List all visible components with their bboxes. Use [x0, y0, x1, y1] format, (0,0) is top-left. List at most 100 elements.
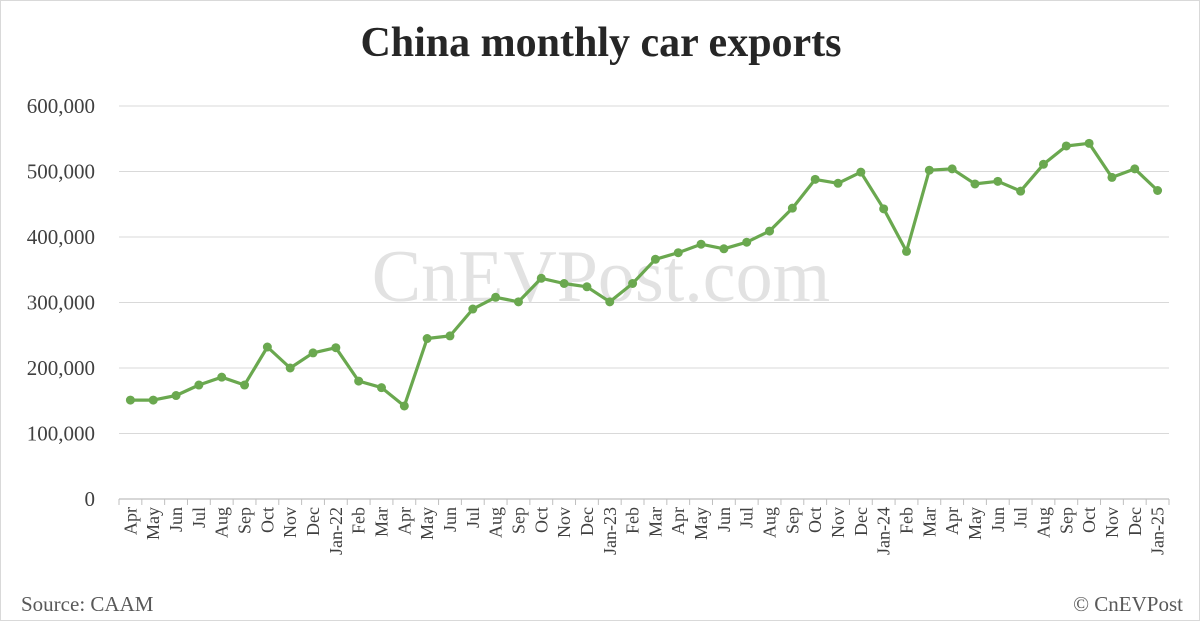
data-point	[1038, 159, 1048, 169]
data-point	[719, 244, 729, 254]
x-tick-label: Jul	[1011, 507, 1031, 528]
data-point	[240, 380, 250, 390]
x-tick-label: Nov	[554, 507, 574, 538]
data-point	[673, 248, 683, 258]
data-point	[468, 304, 478, 314]
data-point	[650, 254, 660, 264]
data-point	[445, 331, 455, 341]
data-point	[217, 372, 227, 382]
watermark-text: CnEVPost.com	[372, 236, 830, 318]
data-point	[970, 179, 980, 189]
x-tick-label: Oct	[531, 507, 551, 533]
x-tick-label: Apr	[394, 507, 414, 535]
source-note: Source: CAAM	[21, 592, 154, 616]
data-point	[902, 246, 911, 256]
data-point	[377, 383, 386, 393]
x-tick-label: Jan-23	[600, 507, 620, 555]
x-tick-label: Feb	[623, 507, 643, 534]
data-point	[879, 204, 889, 214]
x-tick-label: Jul	[189, 507, 209, 528]
chart-title: China monthly car exports	[360, 20, 841, 66]
x-tick-label: Apr	[120, 507, 140, 535]
x-tick-label: Jun	[988, 507, 1008, 532]
data-point	[354, 376, 364, 386]
x-tick-label: May	[143, 507, 163, 540]
x-tick-label: Jan-22	[326, 507, 346, 555]
x-tick-label: Sep	[1056, 507, 1076, 534]
x-axis-ticks: Apr May Jun Jul Aug Sep Oct Nov Dec Jan-22 Feb Mar A…	[118, 499, 1170, 555]
x-tick-label: Jan-24	[874, 507, 894, 555]
data-point	[1016, 186, 1026, 196]
data-point	[628, 279, 638, 289]
data-point	[262, 342, 272, 352]
data-point	[536, 273, 546, 283]
copyright-note: © CnEVPost	[1073, 592, 1183, 616]
x-tick-label: Oct	[1079, 507, 1099, 533]
data-point	[765, 226, 775, 236]
x-tick-label: Aug	[760, 507, 780, 538]
y-tick-label: 300,000	[27, 291, 95, 315]
x-tick-label: Aug	[1033, 507, 1053, 538]
data-point	[696, 239, 706, 249]
y-tick-label: 200,000	[27, 356, 95, 380]
x-tick-label: Sep	[235, 507, 255, 534]
x-tick-label: Mar	[372, 507, 392, 537]
x-tick-label: Jun	[166, 507, 186, 532]
data-point	[1061, 141, 1071, 151]
x-tick-label: Dec	[303, 507, 323, 536]
x-tick-label: Oct	[805, 507, 825, 533]
data-point	[422, 334, 432, 344]
x-tick-label: Feb	[897, 507, 917, 534]
x-tick-label: May	[417, 507, 437, 540]
x-tick-label: Feb	[349, 507, 369, 534]
x-tick-label: Dec	[577, 507, 597, 536]
x-tick-label: Apr	[668, 507, 688, 535]
data-point	[285, 363, 295, 373]
x-tick-label: May	[691, 507, 711, 540]
data-point	[1084, 138, 1094, 148]
x-tick-label: Oct	[257, 507, 277, 533]
x-tick-label: Mar	[919, 507, 939, 537]
data-point	[331, 343, 341, 353]
data-point	[833, 178, 843, 188]
data-point	[810, 174, 820, 184]
x-tick-label: Jul	[737, 507, 757, 528]
x-tick-label: Jul	[463, 507, 483, 528]
data-point	[308, 348, 318, 358]
x-tick-label: Dec	[851, 507, 871, 536]
data-point	[1107, 172, 1117, 182]
data-point	[491, 292, 501, 302]
y-tick-label: 500,000	[27, 160, 95, 184]
series-layer	[125, 138, 1163, 411]
series-line	[128, 141, 1160, 408]
x-tick-label: Nov	[280, 507, 300, 538]
y-tick-label: 600,000	[27, 94, 95, 118]
data-point	[993, 176, 1003, 186]
x-tick-label: Aug	[486, 507, 506, 538]
data-point	[1130, 164, 1140, 174]
x-tick-label: Apr	[942, 507, 962, 535]
x-tick-label: May	[965, 507, 985, 540]
x-tick-label: Jun	[440, 507, 460, 532]
x-tick-label: Mar	[645, 507, 665, 537]
data-point	[399, 401, 409, 411]
x-tick-label: Aug	[212, 507, 232, 538]
y-tick-label: 400,000	[27, 225, 95, 249]
data-point	[856, 167, 866, 177]
data-point	[194, 380, 204, 390]
data-point	[582, 282, 592, 292]
data-point	[171, 391, 181, 401]
x-tick-label: Sep	[508, 507, 528, 534]
data-point	[559, 279, 569, 289]
data-point	[148, 395, 158, 405]
x-tick-label: Dec	[1125, 507, 1145, 536]
y-tick-label: 0	[85, 487, 96, 511]
x-tick-label: Nov	[828, 507, 848, 538]
data-point	[947, 164, 957, 174]
x-tick-label: Jan-25	[1148, 507, 1168, 555]
data-point	[605, 297, 615, 307]
data-point	[125, 395, 135, 405]
data-point	[513, 297, 523, 307]
